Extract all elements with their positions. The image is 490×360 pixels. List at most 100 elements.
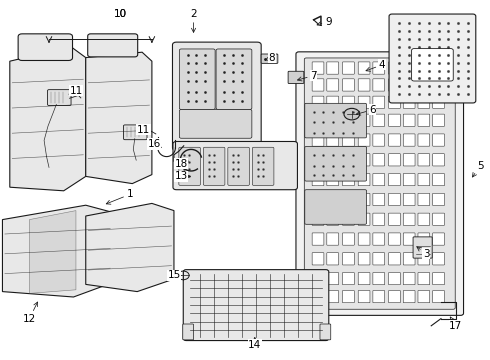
Text: 9: 9 [317, 17, 332, 27]
FancyBboxPatch shape [343, 233, 354, 245]
FancyBboxPatch shape [403, 291, 415, 303]
FancyBboxPatch shape [343, 79, 354, 91]
FancyBboxPatch shape [343, 114, 354, 126]
FancyBboxPatch shape [358, 79, 370, 91]
Text: 10: 10 [114, 9, 126, 19]
FancyBboxPatch shape [343, 154, 354, 166]
FancyBboxPatch shape [312, 62, 324, 74]
FancyBboxPatch shape [228, 147, 249, 185]
FancyBboxPatch shape [312, 193, 324, 206]
FancyBboxPatch shape [305, 190, 367, 224]
FancyBboxPatch shape [343, 273, 354, 285]
FancyBboxPatch shape [327, 114, 339, 126]
FancyBboxPatch shape [358, 96, 370, 108]
FancyBboxPatch shape [327, 193, 339, 206]
FancyBboxPatch shape [358, 193, 370, 206]
FancyBboxPatch shape [433, 62, 444, 74]
FancyBboxPatch shape [403, 134, 415, 146]
FancyBboxPatch shape [418, 154, 430, 166]
FancyBboxPatch shape [343, 193, 354, 206]
FancyBboxPatch shape [389, 253, 400, 265]
Text: 17: 17 [449, 317, 463, 331]
FancyBboxPatch shape [320, 324, 331, 340]
FancyBboxPatch shape [358, 213, 370, 225]
FancyBboxPatch shape [305, 103, 367, 138]
FancyBboxPatch shape [403, 174, 415, 186]
FancyBboxPatch shape [373, 233, 385, 245]
FancyBboxPatch shape [389, 174, 400, 186]
FancyBboxPatch shape [88, 34, 138, 57]
FancyBboxPatch shape [179, 147, 200, 185]
FancyBboxPatch shape [433, 114, 444, 126]
FancyBboxPatch shape [433, 193, 444, 206]
FancyBboxPatch shape [412, 49, 453, 81]
FancyBboxPatch shape [327, 253, 339, 265]
FancyBboxPatch shape [389, 62, 400, 74]
FancyBboxPatch shape [389, 96, 400, 108]
FancyBboxPatch shape [358, 233, 370, 245]
FancyBboxPatch shape [358, 114, 370, 126]
FancyBboxPatch shape [327, 174, 339, 186]
FancyBboxPatch shape [358, 62, 370, 74]
FancyBboxPatch shape [343, 134, 354, 146]
FancyBboxPatch shape [183, 324, 194, 340]
FancyBboxPatch shape [373, 193, 385, 206]
Text: 14: 14 [248, 337, 262, 350]
FancyBboxPatch shape [433, 154, 444, 166]
FancyBboxPatch shape [403, 233, 415, 245]
FancyBboxPatch shape [418, 96, 430, 108]
FancyBboxPatch shape [312, 273, 324, 285]
FancyBboxPatch shape [123, 125, 147, 140]
FancyBboxPatch shape [18, 34, 73, 60]
FancyBboxPatch shape [327, 273, 339, 285]
Text: 18: 18 [174, 159, 189, 169]
FancyBboxPatch shape [433, 273, 444, 285]
FancyBboxPatch shape [48, 90, 71, 105]
FancyBboxPatch shape [343, 96, 354, 108]
FancyBboxPatch shape [418, 193, 430, 206]
Text: 6: 6 [356, 105, 376, 115]
Text: 5: 5 [472, 161, 484, 177]
FancyBboxPatch shape [343, 291, 354, 303]
FancyBboxPatch shape [312, 79, 324, 91]
FancyBboxPatch shape [312, 233, 324, 245]
Text: 8: 8 [265, 53, 275, 63]
FancyBboxPatch shape [373, 213, 385, 225]
FancyBboxPatch shape [433, 174, 444, 186]
Text: 2: 2 [190, 9, 197, 32]
FancyBboxPatch shape [373, 174, 385, 186]
Text: 11: 11 [69, 86, 83, 96]
FancyBboxPatch shape [433, 134, 444, 146]
Text: 15: 15 [167, 270, 181, 280]
Polygon shape [86, 203, 174, 292]
Text: 1: 1 [106, 189, 133, 204]
FancyBboxPatch shape [418, 62, 430, 74]
FancyBboxPatch shape [403, 253, 415, 265]
FancyBboxPatch shape [343, 253, 354, 265]
FancyBboxPatch shape [358, 154, 370, 166]
FancyBboxPatch shape [389, 154, 400, 166]
Text: 4: 4 [366, 60, 386, 71]
FancyBboxPatch shape [288, 71, 304, 84]
FancyBboxPatch shape [418, 273, 430, 285]
FancyBboxPatch shape [312, 291, 324, 303]
Text: 12: 12 [23, 302, 38, 324]
Text: 16: 16 [147, 139, 162, 149]
FancyBboxPatch shape [373, 291, 385, 303]
FancyBboxPatch shape [327, 154, 339, 166]
FancyBboxPatch shape [418, 134, 430, 146]
FancyBboxPatch shape [433, 79, 444, 91]
FancyBboxPatch shape [172, 42, 261, 150]
FancyBboxPatch shape [358, 291, 370, 303]
FancyBboxPatch shape [413, 237, 432, 258]
FancyBboxPatch shape [327, 134, 339, 146]
FancyBboxPatch shape [418, 291, 430, 303]
FancyBboxPatch shape [373, 114, 385, 126]
FancyBboxPatch shape [373, 62, 385, 74]
FancyBboxPatch shape [403, 79, 415, 91]
FancyBboxPatch shape [433, 253, 444, 265]
FancyBboxPatch shape [373, 154, 385, 166]
FancyBboxPatch shape [433, 233, 444, 245]
FancyBboxPatch shape [403, 193, 415, 206]
FancyBboxPatch shape [179, 109, 252, 138]
